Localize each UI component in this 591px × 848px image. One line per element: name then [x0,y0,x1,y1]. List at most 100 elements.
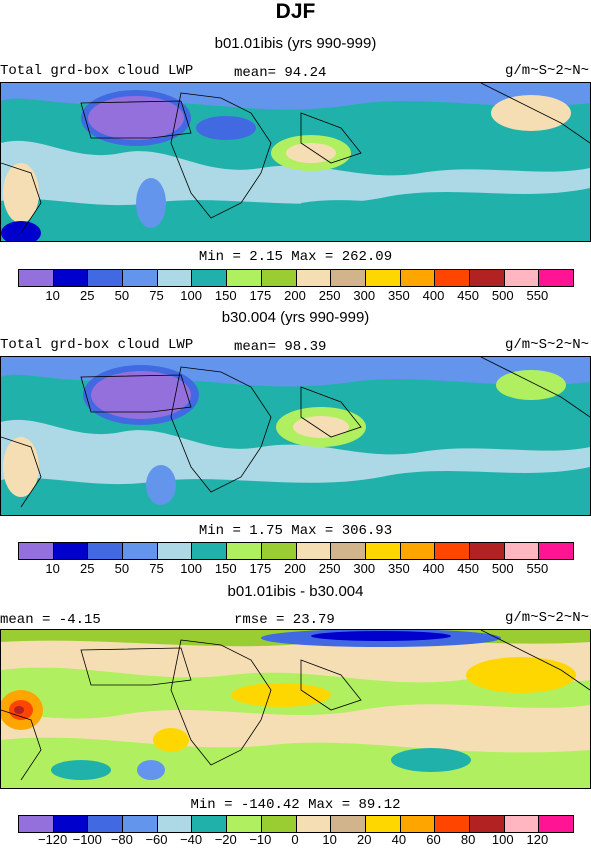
colorbar-tick-label: −80 [110,832,133,847]
colorbar-swatch [123,270,158,286]
colorbar-swatch [331,816,366,832]
colorbar-swatch [296,816,332,832]
colorbar-swatch [400,543,436,559]
colorbar-tick-label: 200 [284,561,306,576]
colorbar-swatch [365,816,401,832]
colorbar-swatch [53,270,89,286]
colorbar-tick-label: 400 [422,561,445,576]
colorbar-tick-label: −10 [249,832,272,847]
colorbar-tick-label: 500 [491,561,514,576]
colorbar-swatch [227,816,262,832]
panel2-minmax: Min = 1.75 Max = 306.93 [198,523,393,539]
panel1-colorbar [18,269,574,287]
panel3-map [0,629,591,789]
colorbar-tick-label: 100 [180,561,202,576]
colorbar-tick-label: 550 [526,288,549,303]
colorbar-swatch [296,543,332,559]
colorbar-swatch [539,270,573,286]
colorbar-swatch [19,543,54,559]
colorbar-tick-label: 40 [391,832,407,847]
panel3-units-label: g/m~S~2~N~ [504,610,589,626]
colorbar-tick-label: 350 [388,288,410,303]
colorbar-swatch [157,270,193,286]
colorbar-tick-label: 350 [388,561,410,576]
colorbar-swatch [88,543,124,559]
colorbar-tick-label: 300 [353,561,376,576]
panel1-map [0,82,591,242]
panel3-subtitle: b01.01ibis - b30.004 [227,583,364,600]
colorbar-tick-label: 80 [460,832,476,847]
colorbar-tick-label: −40 [180,832,203,847]
colorbar-tick-label: 120 [526,832,549,847]
colorbar-swatch [88,270,124,286]
colorbar-swatch [192,816,228,832]
colorbar-swatch [365,270,401,286]
panel1-subtitle: b01.01ibis (yrs 990-999) [214,35,377,52]
colorbar-tick-label: 175 [249,561,272,576]
colorbar-tick-label: 50 [114,561,130,576]
colorbar-swatch [192,543,228,559]
panel1-minmax: Min = 2.15 Max = 262.09 [198,249,393,265]
colorbar-tick-label: 150 [214,561,237,576]
colorbar-swatch [504,816,540,832]
colorbar-swatch [53,816,89,832]
colorbar-swatch [400,270,436,286]
colorbar-tick-label: 25 [80,288,95,303]
colorbar-tick-label: 10 [322,832,337,847]
colorbar-tick-label: 450 [457,288,479,303]
colorbar-swatch [157,816,193,832]
colorbar-swatch [227,270,262,286]
colorbar-tick-label: 250 [318,288,341,303]
colorbar-tick-label: 550 [526,561,549,576]
colorbar-swatch [365,543,401,559]
colorbar-tick-label: 0 [291,832,299,847]
panel3-mean-label: mean = -4.15 [0,612,101,628]
panel3-minmax: Min = -140.42 Max = 89.12 [190,797,401,813]
colorbar-swatch [435,543,470,559]
colorbar-tick-label: 10 [45,561,60,576]
colorbar-tick-label: 100 [180,288,202,303]
colorbar-tick-label: 200 [284,288,306,303]
colorbar-tick-label: −100 [72,832,102,847]
panel3-colorbar [18,815,574,833]
colorbar-swatch [123,816,158,832]
colorbar-tick-label: −20 [214,832,237,847]
colorbar-swatch [504,543,540,559]
panel2-subtitle: b30.004 (yrs 990-999) [221,309,370,326]
colorbar-swatch [469,543,505,559]
colorbar-tick-label: 20 [357,832,372,847]
colorbar-swatch [331,270,366,286]
colorbar-tick-label: −120 [37,832,68,847]
colorbar-swatch [192,270,228,286]
panel2-mean-label: mean= 98.39 [234,339,327,355]
colorbar-swatch [469,270,505,286]
colorbar-tick-label: 100 [491,832,514,847]
colorbar-tick-label: 75 [149,561,164,576]
colorbar-tick-label: 500 [491,288,514,303]
colorbar-swatch [123,543,158,559]
colorbar-swatch [469,816,505,832]
panel2-variable-label: Total grd-box cloud LWP [0,337,194,353]
colorbar-swatch [400,816,436,832]
panel3-colorbar-ticks: −120 −100 −80 −60 −40 −20 −10 0 10 20 40 60 80 100 120 [18,832,574,848]
panel1-mean-label: mean= 94.24 [234,65,327,81]
colorbar-swatch [261,816,297,832]
colorbar-tick-label: 400 [422,288,445,303]
colorbar-tick-label: 450 [457,561,479,576]
colorbar-swatch [19,270,54,286]
colorbar-tick-label: 175 [249,288,272,303]
colorbar-tick-label: 300 [353,288,376,303]
colorbar-swatch [331,543,366,559]
colorbar-swatch [435,816,470,832]
colorbar-swatch [504,270,540,286]
panel2-colorbar-ticks: 10 25 50 75 100 150 175 200 250 300 350 400 450 500 55… [18,561,574,577]
colorbar-tick-label: 150 [214,288,237,303]
colorbar-swatch [227,543,262,559]
colorbar-swatch [88,816,124,832]
colorbar-swatch [261,270,297,286]
panel3-rmse-label: rmse = 23.79 [234,612,335,628]
panel2-colorbar [18,542,574,560]
panel1-colorbar-ticks: 10 25 50 75 100 150 175 200 250 300 350 400 450 500 55… [18,288,574,304]
colorbar-swatch [19,816,54,832]
panel2-map [0,356,591,516]
